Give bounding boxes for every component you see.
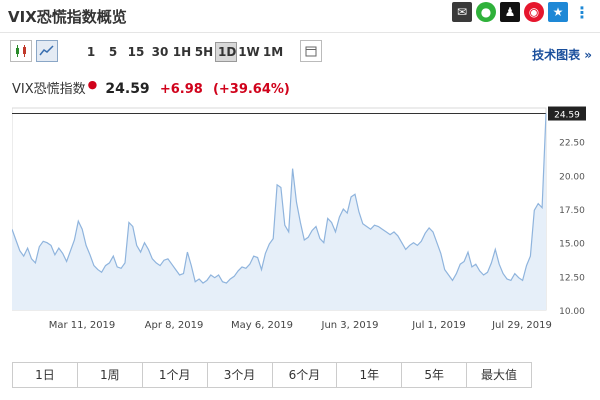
quote-change-pct: (+39.64%) (212, 82, 290, 97)
range-5y[interactable]: 5年 (402, 363, 468, 387)
share-bar: ✉ ● ♟ ◉ ★ ⋮ (452, 2, 592, 22)
range-selector: 1日 1周 1个月 3个月 6个月 1年 5年 最大值 (12, 362, 532, 388)
candlestick-icon[interactable] (10, 40, 32, 62)
interval-1w[interactable]: 1W (238, 45, 260, 59)
page-title: VIX恐慌指数概览 (8, 8, 127, 26)
interval-1h[interactable]: 1H (172, 45, 192, 59)
weibo-icon[interactable]: ◉ (524, 2, 544, 22)
interval-1m[interactable]: 1M (262, 45, 284, 59)
wechat-icon[interactable]: ● (476, 2, 496, 22)
chart-toolbar: 1 5 15 30 1H 5H 1D 1W 1M (10, 40, 590, 64)
calendar-icon[interactable] (300, 40, 322, 62)
mail-icon[interactable]: ✉ (452, 2, 472, 22)
header-divider (0, 32, 600, 33)
interval-5[interactable]: 5 (108, 45, 118, 59)
quote-change: +6.98 (159, 82, 203, 97)
area-fill (12, 113, 546, 310)
quote-name: VIX恐慌指数 (12, 82, 86, 97)
x-tick-label: Mar 11, 2019 (49, 320, 116, 331)
x-tick-label: Jul 29, 2019 (491, 320, 552, 331)
tech-chart-link[interactable]: 技术图表 » (532, 48, 592, 62)
quote-line: VIX恐慌指数 ● 24.59 +6.98 (+39.64%) (12, 78, 290, 97)
more-icon[interactable]: ⋮ (572, 2, 592, 22)
interval-5h[interactable]: 5H (194, 45, 214, 59)
last-value-label: 24.59 (554, 111, 580, 121)
series-line (11, 113, 547, 284)
x-tick-label: May 6, 2019 (231, 320, 293, 331)
header: VIX恐慌指数概览 ✉ ● ♟ ◉ ★ ⋮ (0, 0, 600, 32)
range-1d[interactable]: 1日 (13, 363, 78, 387)
interval-1d[interactable]: 1D (215, 42, 237, 62)
range-1y[interactable]: 1年 (337, 363, 403, 387)
range-6m[interactable]: 6个月 (273, 363, 338, 387)
range-1w[interactable]: 1周 (78, 363, 143, 387)
interval-15[interactable]: 15 (127, 45, 145, 59)
interval-30[interactable]: 30 (151, 45, 169, 59)
y-tick-label: 12.50 (559, 273, 585, 283)
price-chart[interactable]: 10.00 12.50 15.00 17.50 20.00 22.50 24.59 Mar 1… (11, 100, 592, 345)
live-dot-icon: ● (87, 78, 98, 91)
last-value-badge (548, 106, 586, 121)
interval-1[interactable]: 1 (86, 45, 96, 59)
x-tick-label: Jun 3, 2019 (321, 320, 379, 331)
quote-price: 24.59 (105, 81, 150, 97)
x-tick-label: Jul 1, 2019 (411, 320, 465, 331)
chart-svg[interactable]: 10.00 12.50 15.00 17.50 20.00 22.50 24.59 Mar 1… (11, 100, 592, 345)
y-tick-label: 17.50 (559, 206, 585, 216)
star-icon[interactable]: ★ (548, 2, 568, 22)
x-tick-label: Apr 8, 2019 (145, 320, 204, 331)
range-max[interactable]: 最大值 (481, 368, 518, 382)
line-chart-icon[interactable] (36, 40, 58, 62)
y-tick-label: 15.00 (559, 240, 585, 250)
range-1m[interactable]: 1个月 (143, 363, 208, 387)
y-tick-label: 22.50 (559, 139, 585, 149)
qq-icon[interactable]: ♟ (500, 2, 520, 22)
range-3m[interactable]: 3个月 (208, 363, 273, 387)
y-tick-label: 20.00 (559, 172, 585, 182)
y-tick-label: 10.00 (559, 307, 585, 317)
